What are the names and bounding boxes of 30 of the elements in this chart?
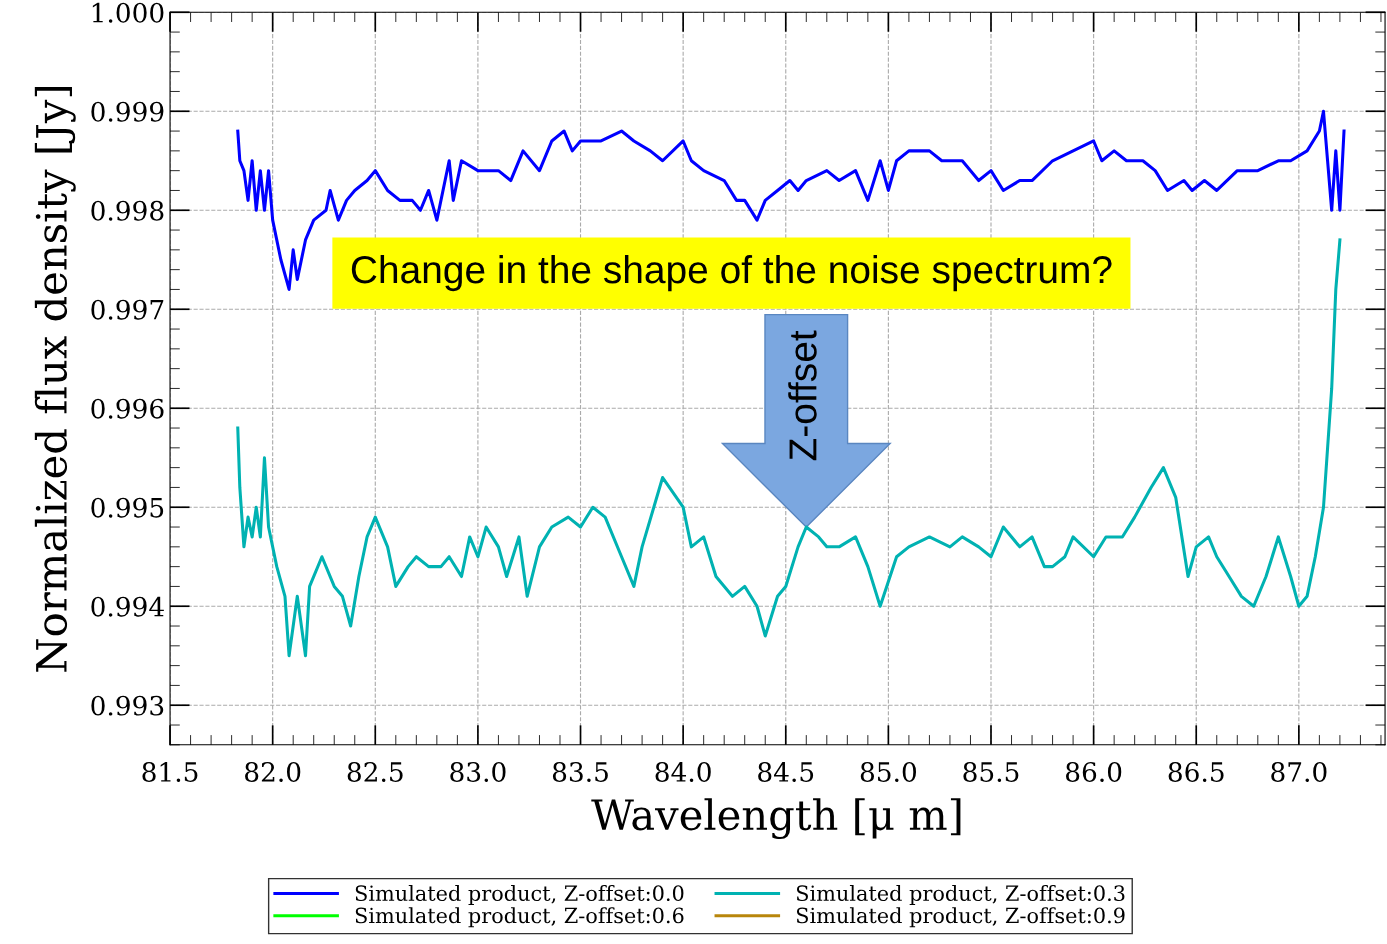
x-tick-label: 86.5 <box>1168 761 1224 782</box>
line-series <box>236 238 1342 658</box>
legend-label: Simulated product, Z-offset:0.0 <box>355 884 684 906</box>
y-tick-label: 0.993 <box>91 695 164 716</box>
legend-label: Simulated product, Z-offset:0.6 <box>355 907 684 928</box>
x-tick-label: 87.0 <box>1271 761 1327 782</box>
y-tick-label: 0.997 <box>91 299 164 320</box>
y-tick-label: 0.996 <box>91 398 164 419</box>
y-tick-label: 0.999 <box>91 101 164 122</box>
x-tick-label: 81.5 <box>142 761 198 782</box>
x-tick-label: 84.0 <box>655 761 711 782</box>
x-tick-label: 83.5 <box>552 761 608 782</box>
x-tick-label: 83.0 <box>450 761 506 782</box>
line-series <box>236 109 1346 291</box>
y-tick-label: 0.998 <box>91 200 164 221</box>
x-axis-title: Wavelength [μ m] <box>591 798 961 840</box>
legend-label: Simulated product, Z-offset:0.9 <box>796 907 1125 928</box>
x-tick-label: 86.0 <box>1066 761 1122 782</box>
x-tick-label: 82.0 <box>245 761 301 782</box>
x-tick-label: 85.5 <box>963 761 1019 782</box>
y-axis-title: Normalized flux density [Jy] <box>34 86 76 672</box>
x-tick-label: 85.0 <box>860 761 917 782</box>
annotation: Change in the shape of the noise spectrum? <box>351 254 1112 292</box>
y-tick-label: 0.994 <box>91 596 164 617</box>
x-tick-label: 82.5 <box>347 761 403 782</box>
annotation: Z-offset <box>788 330 817 461</box>
y-tick-label: 0.995 <box>91 497 164 518</box>
y-tick-label: 1.000 <box>92 2 164 23</box>
legend-label: Simulated product, Z-offset:0.3 <box>796 884 1125 906</box>
x-tick-label: 84.5 <box>758 761 814 782</box>
